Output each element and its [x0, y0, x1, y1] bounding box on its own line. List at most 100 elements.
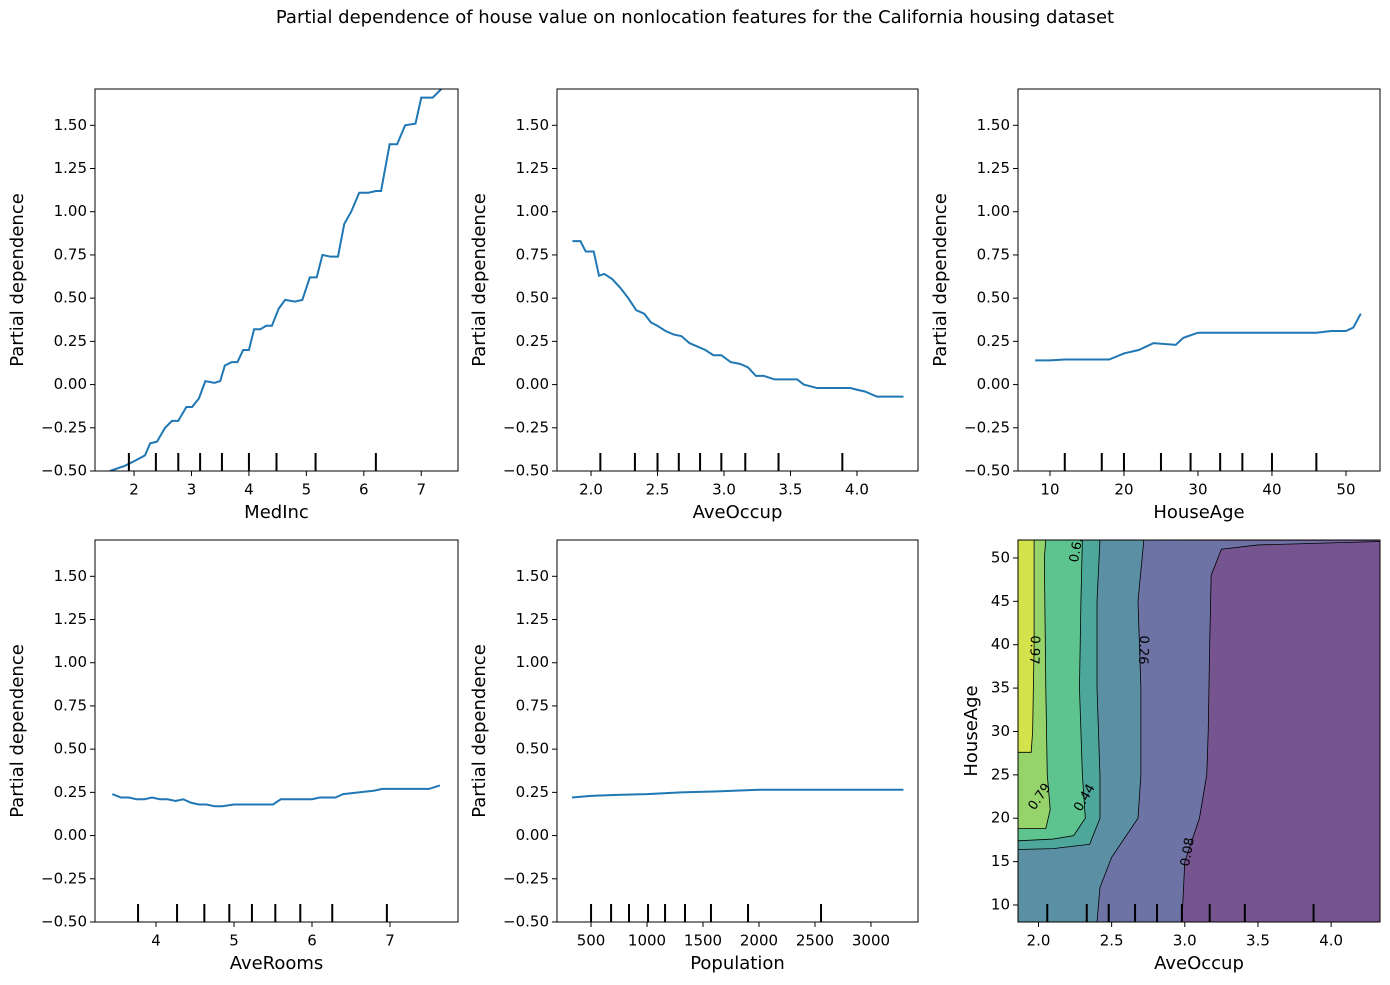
pd-line	[572, 240, 904, 398]
plot-area	[109, 89, 443, 471]
y-tick-label: 20	[991, 809, 1010, 827]
y-tick-label: 0.50	[54, 740, 87, 758]
x-tick-label: 3.0	[712, 481, 736, 499]
y-tick-label: 1.00	[516, 653, 549, 671]
x-tick-label: 3000	[852, 932, 890, 950]
axes-frame	[1017, 88, 1381, 472]
x-axis-label: AveOccup	[693, 502, 783, 523]
y-tick-label: −0.25	[41, 418, 87, 436]
y-tick-label: 1.25	[54, 159, 87, 177]
x-tick-label: 20	[1114, 481, 1133, 499]
contour-line	[1018, 540, 1086, 842]
y-tick-label: −0.50	[503, 913, 549, 931]
plot-area: 0.080.260.440.620.790.97	[1018, 532, 1380, 922]
figure-title: Partial dependence of house value on non…	[276, 7, 1114, 28]
y-tick-label: 0.50	[516, 289, 549, 307]
y-tick-label: 0.50	[977, 289, 1010, 307]
y-axis-label: Partial dependence	[469, 644, 490, 818]
x-tick-label: 3	[187, 481, 197, 499]
x-tick-label: 3.5	[779, 481, 803, 499]
x-tick-label: 4.0	[1319, 932, 1343, 950]
y-tick-label: −0.50	[41, 462, 87, 480]
x-tick-label: 4	[244, 481, 254, 499]
y-tick-label: 25	[991, 765, 1010, 783]
x-tick-label: 6	[359, 481, 369, 499]
x-axis-label: Population	[690, 953, 785, 974]
y-tick-label: 1.00	[54, 653, 87, 671]
x-axis-label: MedInc	[244, 502, 309, 523]
y-tick-label: 1.00	[516, 202, 549, 220]
y-tick-label: 0.50	[54, 289, 87, 307]
y-tick-label: 1.50	[516, 567, 549, 585]
x-tick-label: 1000	[628, 932, 666, 950]
y-tick-label: 35	[991, 679, 1010, 697]
y-axis-label: Partial dependence	[469, 193, 490, 367]
pd-line	[571, 788, 904, 799]
y-tick-label: 15	[991, 852, 1010, 870]
x-tick-label: 2.0	[579, 481, 603, 499]
x-tick-label: 40	[1262, 481, 1281, 499]
y-tick-label: −0.25	[41, 869, 87, 887]
y-tick-label: 0.00	[54, 826, 87, 844]
x-axis-label: AveRooms	[230, 953, 324, 974]
y-tick-label: 30	[991, 722, 1010, 740]
y-tick-label: 0.75	[977, 245, 1010, 263]
x-tick-label: 6	[307, 932, 317, 950]
contour-label: 0.26	[1135, 635, 1151, 664]
y-tick-label: 1.25	[977, 159, 1010, 177]
axes-frame	[556, 539, 919, 923]
y-tick-label: 0.25	[54, 783, 87, 801]
x-tick-label: 2.5	[646, 481, 670, 499]
contour-line	[1018, 540, 1051, 830]
y-tick-label: −0.50	[503, 462, 549, 480]
x-tick-label: 30	[1188, 481, 1207, 499]
x-tick-label: 2.5	[1100, 932, 1124, 950]
y-axis-label: Partial dependence	[7, 644, 28, 818]
pd-line	[1035, 313, 1362, 362]
y-tick-label: −0.25	[964, 418, 1010, 436]
y-tick-label: 0.50	[516, 740, 549, 758]
y-tick-label: 0.00	[516, 826, 549, 844]
x-tick-label: 2500	[796, 932, 834, 950]
x-tick-label: 50	[1336, 481, 1355, 499]
axes-frame	[94, 539, 459, 923]
y-axis-label: HouseAge	[961, 685, 982, 776]
y-tick-label: 1.50	[54, 567, 87, 585]
y-tick-label: 0.00	[516, 375, 549, 393]
contour-line	[1018, 540, 1035, 753]
y-tick-label: 0.25	[516, 783, 549, 801]
y-tick-label: 0.25	[516, 332, 549, 350]
y-tick-label: 1.50	[54, 116, 87, 134]
y-tick-label: 1.25	[54, 610, 87, 628]
x-axis-label: HouseAge	[1153, 502, 1244, 523]
x-tick-label: 4.0	[845, 481, 869, 499]
y-tick-label: 1.00	[977, 202, 1010, 220]
contour-fill	[1018, 540, 1035, 753]
y-tick-label: 0.75	[516, 696, 549, 714]
y-axis-label: Partial dependence	[930, 193, 951, 367]
axes-frame	[556, 88, 919, 472]
pd-line	[111, 784, 441, 808]
x-tick-label: 4	[151, 932, 161, 950]
contour-label: 0.62	[1067, 532, 1087, 563]
contour-line	[1096, 540, 1145, 922]
y-tick-label: 50	[991, 548, 1010, 566]
plot-area	[1035, 313, 1362, 471]
y-tick-label: 1.25	[516, 159, 549, 177]
y-tick-label: 0.75	[54, 245, 87, 263]
x-tick-label: 2000	[740, 932, 778, 950]
y-tick-label: −0.25	[503, 869, 549, 887]
x-tick-label: 3.5	[1246, 932, 1270, 950]
y-tick-label: 0.00	[977, 375, 1010, 393]
y-tick-label: 0.25	[977, 332, 1010, 350]
y-tick-label: 1.00	[54, 202, 87, 220]
pd-line	[109, 89, 443, 471]
x-tick-label: 2.0	[1027, 932, 1051, 950]
x-tick-label: 1500	[684, 932, 722, 950]
contour-label: 0.97	[1026, 635, 1042, 664]
y-tick-label: 1.50	[977, 116, 1010, 134]
y-tick-label: −0.25	[503, 418, 549, 436]
x-tick-label: 5	[302, 481, 312, 499]
y-tick-label: −0.50	[964, 462, 1010, 480]
